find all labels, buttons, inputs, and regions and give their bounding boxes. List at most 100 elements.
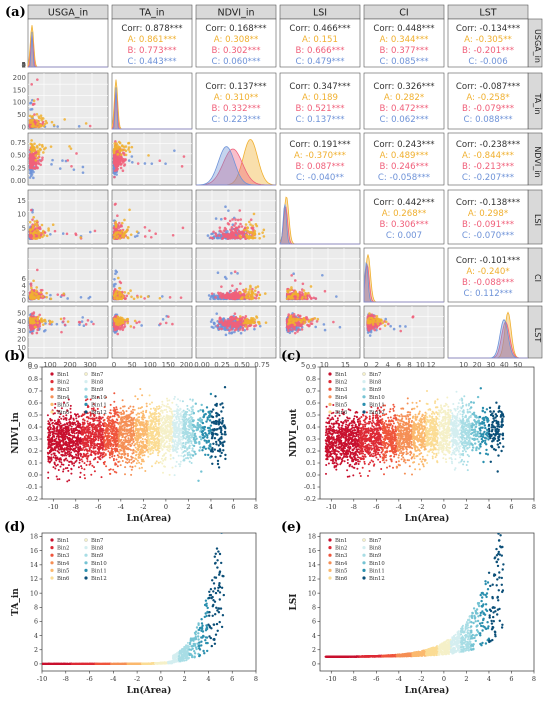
matrix-scatter-points [112,269,183,301]
matrix-point [36,78,39,81]
matrix-point [118,146,122,149]
matrix-point [224,205,227,209]
matrix-point [120,221,124,225]
matrix-point [36,328,39,332]
matrix-point [257,296,261,300]
matrix-point [241,326,244,330]
matrix-point [30,318,34,322]
matrix-point [251,236,255,240]
matrix-point [233,312,237,316]
matrix-point [158,296,162,300]
matrix-point [41,235,44,239]
matrix-point [293,292,296,296]
matrix-point [121,144,124,148]
matrix-point [69,147,73,150]
matrix-point [248,324,252,328]
matrix-point [38,313,42,317]
matrix-point [37,162,41,165]
matrix-point [214,232,218,235]
matrix-point [37,233,41,236]
matrix-point [154,232,157,236]
matrix-point [239,315,242,318]
matrix-point [112,151,116,154]
matrix-point [36,166,39,170]
matrix-point [255,315,258,318]
matrix-point [312,296,316,300]
matrix-point [34,159,38,162]
matrix-point [171,233,175,237]
matrix-point [126,228,129,231]
matrix-scatter-points [112,140,186,179]
matrix-point [34,154,38,157]
matrix-point [40,118,43,122]
matrix-point [37,230,40,233]
matrix-point [114,322,118,326]
matrix-point [30,139,33,142]
matrix-row-header: NDVI_in [533,146,542,177]
matrix-point [254,286,258,289]
matrix-cell-frame [27,305,109,359]
matrix-point [232,233,236,236]
matrix-cell-frame [447,72,529,130]
matrix-point [51,320,54,324]
matrix-point [253,321,256,325]
matrix-point [40,143,44,147]
matrix-point [215,234,218,237]
matrix-point [33,113,36,116]
matrix-point [32,236,35,240]
matrix-col-header: USGA_in [48,8,88,19]
matrix-point [61,232,65,235]
matrix-point [32,99,36,103]
matrix-point [62,320,65,323]
matrix-cell [363,132,445,186]
matrix-point [236,322,239,326]
matrix-point [248,235,252,238]
matrix-point [224,319,227,322]
matrix-point [211,236,214,240]
matrix-density [111,79,192,130]
matrix-cell-frame [111,305,193,359]
matrix-point [66,159,70,162]
matrix-point [231,231,234,234]
matrix-point [55,322,59,326]
matrix-point [88,230,92,234]
matrix-cell [27,132,109,186]
matrix-point [230,229,233,232]
matrix-point [38,123,42,127]
matrix-point [251,319,255,322]
matrix-point [114,162,117,165]
matrix-point [41,156,44,159]
matrix-point [238,230,241,234]
matrix-point [264,321,268,324]
matrix-point [223,217,227,220]
matrix-point [50,163,53,166]
matrix-scatter-points [285,272,338,301]
matrix-point [29,208,33,212]
matrix-point [245,296,249,300]
matrix-point [230,271,233,275]
matrix-point [258,236,261,240]
matrix-point [335,295,338,298]
matrix-point [258,324,262,328]
matrix-scatter-points [28,311,95,335]
matrix-point [138,320,141,324]
matrix-point [136,162,140,165]
matrix-point [120,153,123,157]
matrix-point [77,125,81,128]
matrix-point [130,145,134,149]
matrix-cell-frame [195,305,277,359]
matrix-point [290,286,293,289]
matrix-point [237,325,240,328]
matrix-point [245,228,248,232]
matrix-point [257,290,260,294]
matrix-point [249,218,253,222]
matrix-point [58,167,62,170]
matrix-point [121,169,125,173]
matrix-point [225,291,229,295]
matrix-point [118,237,122,240]
matrix-cell [279,305,361,359]
matrix-point [33,288,36,292]
matrix-point [173,149,176,152]
matrix-point [143,235,147,238]
